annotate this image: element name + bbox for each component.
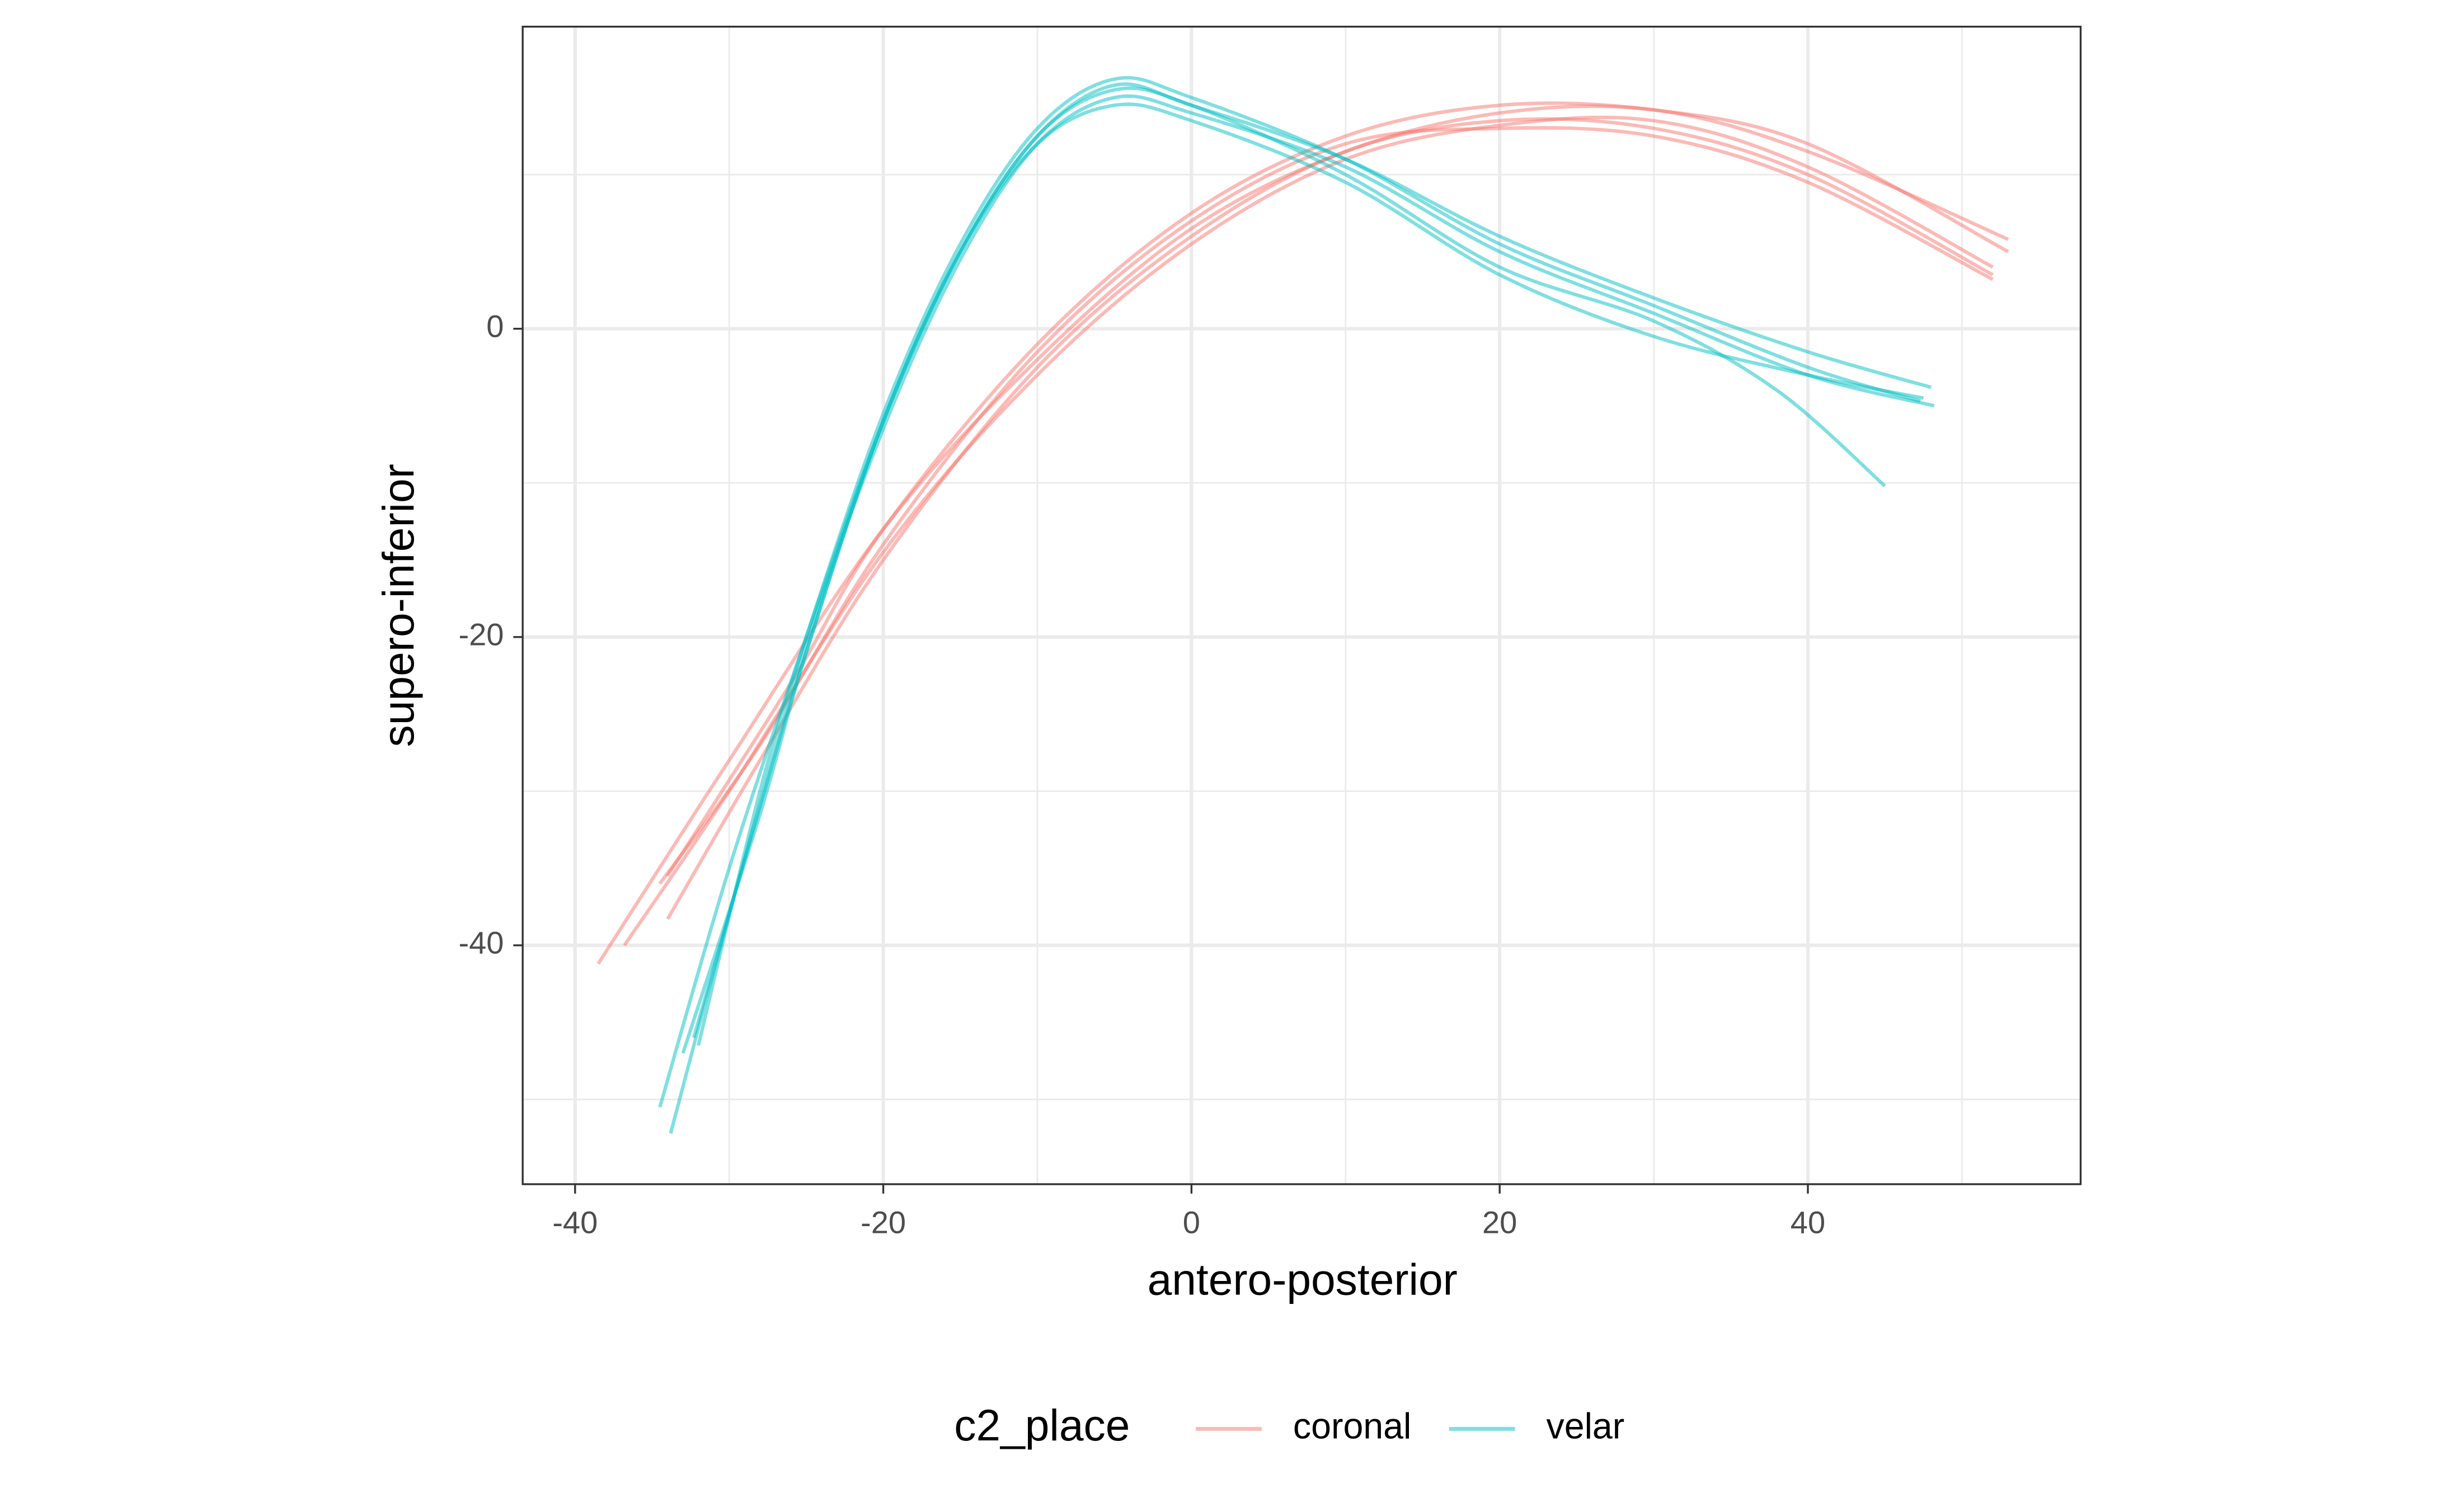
y-tick-label: -40 [458, 925, 504, 960]
curve [681, 102, 1924, 1054]
curve [658, 126, 1994, 885]
curve [666, 101, 2009, 877]
y-tick-label: -20 [458, 617, 504, 652]
y-tick-label: 0 [486, 309, 504, 344]
panel [523, 26, 2081, 1184]
curve [666, 117, 1994, 920]
x-tick-label: 20 [1482, 1205, 1517, 1240]
x-tick-label: 0 [1183, 1205, 1200, 1240]
legend: coronal velar [1196, 1406, 1624, 1446]
legend-label: coronal [1293, 1406, 1411, 1446]
grid [523, 26, 2081, 1184]
x-tick-label: 40 [1791, 1205, 1825, 1240]
x-axis-title: antero-posterior [1148, 1255, 1458, 1304]
x-tick-label: -20 [861, 1205, 906, 1240]
curve [697, 76, 1921, 1046]
lines [596, 76, 2009, 1134]
y-axis-title: supero-inferior [374, 464, 423, 747]
panel-border [521, 25, 2082, 1185]
curve [596, 104, 2009, 965]
legend-label: velar [1547, 1406, 1625, 1446]
legend-title: c2_place [954, 1401, 1130, 1450]
x-tick-label: -40 [552, 1205, 598, 1240]
